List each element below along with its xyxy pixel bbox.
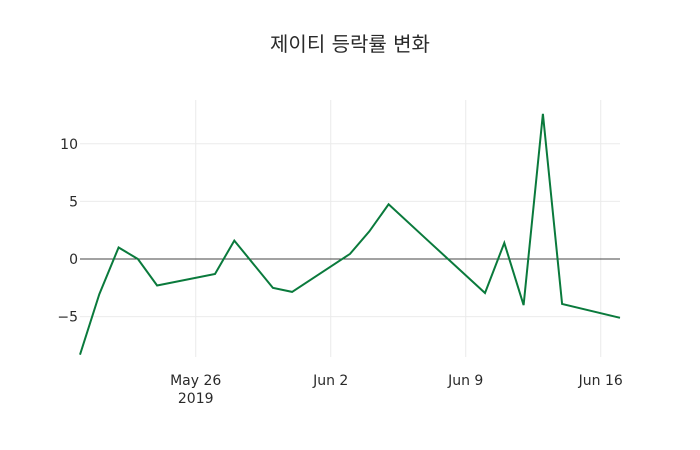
chart-title: 제이티 등락률 변화 — [270, 32, 430, 56]
x-tick-label: May 26 — [170, 373, 221, 389]
y-tick-label: 0 — [69, 252, 78, 268]
x-tick-year-label: 2019 — [178, 391, 214, 407]
x-tick-label: Jun 16 — [578, 373, 623, 389]
y-tick-label: −5 — [57, 310, 78, 326]
x-axis-ticks: May 26 2019 Jun 2 Jun 9 Jun 16 — [170, 373, 623, 407]
y-tick-label: 10 — [60, 137, 78, 153]
x-tick-label: Jun 2 — [312, 373, 348, 389]
y-tick-label: 5 — [69, 194, 78, 210]
x-tick-label: Jun 9 — [447, 373, 483, 389]
y-axis-ticks: −5 0 5 10 — [57, 137, 78, 326]
grid-lines — [80, 100, 620, 357]
series-line — [79, 113, 621, 356]
